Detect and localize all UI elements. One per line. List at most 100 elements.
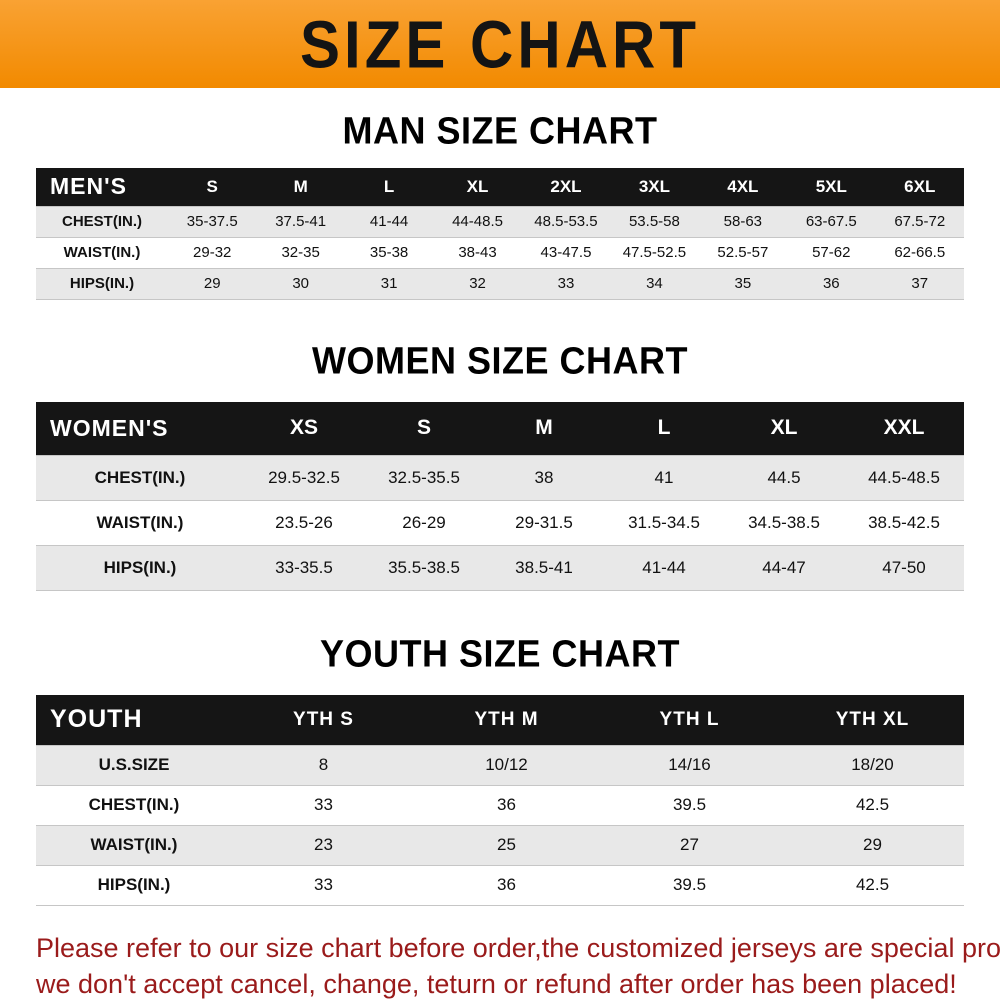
size-value: 35-37.5 xyxy=(168,205,257,237)
size-value: 47-50 xyxy=(844,545,964,591)
column-header: 5XL xyxy=(787,168,876,206)
size-value: 8 xyxy=(232,744,415,785)
size-value: 37 xyxy=(875,267,964,300)
men-section: MAN SIZE CHART MEN'S S M L XL 2XL 3XL 4XL 5XL 6XL… xyxy=(0,109,1000,300)
size-value: 53.5-58 xyxy=(610,205,699,237)
table-title: MEN'S xyxy=(36,168,168,206)
men-size-table: MEN'S S M L XL 2XL 3XL 4XL 5XL 6XL CHEST(IN.) 35-37… xyxy=(36,168,964,300)
size-value: 62-66.5 xyxy=(875,236,964,268)
row-label: HIPS(IN.) xyxy=(36,545,244,591)
row-label: CHEST(IN.) xyxy=(36,205,168,237)
row-label: WAIST(IN.) xyxy=(36,500,244,546)
size-value: 42.5 xyxy=(781,864,964,906)
size-value: 25 xyxy=(415,824,598,865)
table-row: WAIST(IN.) 29-32 32-35 35-38 38-43 43-47.5 47.… xyxy=(36,236,964,268)
column-header: 2XL xyxy=(521,168,611,206)
size-value: 44.5-48.5 xyxy=(844,455,964,501)
note-line-1: Please refer to our size chart before or… xyxy=(36,932,1000,963)
banner: SIZE CHART xyxy=(0,0,1000,88)
table-header-row: WOMEN'S XS S M L XL XXL xyxy=(36,401,964,456)
row-label: WAIST(IN.) xyxy=(36,236,168,268)
size-value: 33-35.5 xyxy=(244,545,364,591)
size-value: 47.5-52.5 xyxy=(610,236,699,268)
column-header: S xyxy=(168,168,257,206)
size-value: 29 xyxy=(168,267,257,300)
size-value: 38.5-41 xyxy=(484,545,604,591)
size-value: 29 xyxy=(781,824,964,865)
column-header: M xyxy=(256,168,345,206)
column-header: XXL xyxy=(844,401,964,456)
column-header: YTH XL xyxy=(781,695,964,745)
size-value: 36 xyxy=(415,784,598,825)
size-value: 10/12 xyxy=(415,744,598,785)
women-size-table: WOMEN'S XS S M L XL XXL CHEST(IN.) 29.5-32.5 32.5… xyxy=(36,401,964,591)
size-value: 38 xyxy=(484,455,604,501)
size-value: 31.5-34.5 xyxy=(604,500,724,546)
column-header: YTH M xyxy=(415,695,598,745)
size-value: 23.5-26 xyxy=(244,500,364,546)
youth-size-table: YOUTH YTH S YTH M YTH L YTH XL U.S.SIZE 8 10/12… xyxy=(36,695,964,906)
size-value: 26-29 xyxy=(364,500,484,546)
size-value: 39.5 xyxy=(598,864,781,906)
table-title: WOMEN'S xyxy=(36,401,244,456)
column-header: YTH L xyxy=(598,695,781,745)
size-value: 36 xyxy=(415,864,598,906)
size-value: 32-35 xyxy=(256,236,345,268)
youth-section: YOUTH SIZE CHART YOUTH YTH S YTH M YTH L YTH… xyxy=(0,632,1000,906)
size-value: 32.5-35.5 xyxy=(364,455,484,501)
size-value: 35.5-38.5 xyxy=(364,545,484,591)
size-value: 32 xyxy=(433,267,522,300)
row-label: WAIST(IN.) xyxy=(36,824,232,865)
table-row: HIPS(IN.) 29 30 31 32 33 34 35 36 37 xyxy=(36,267,964,300)
women-section-heading: WOMEN SIZE CHART xyxy=(312,338,688,382)
size-value: 41-44 xyxy=(344,205,434,237)
size-value: 58-63 xyxy=(698,205,788,237)
row-label: CHEST(IN.) xyxy=(36,455,244,501)
size-value: 33 xyxy=(232,784,415,825)
women-section: WOMEN SIZE CHART WOMEN'S XS S M L XL XXL CHEST(… xyxy=(0,338,1000,591)
column-header: 6XL xyxy=(875,168,964,206)
size-value: 39.5 xyxy=(598,784,781,825)
row-label: HIPS(IN.) xyxy=(36,267,168,300)
size-value: 14/16 xyxy=(598,744,781,785)
row-label: HIPS(IN.) xyxy=(36,864,232,906)
note-line-2: we don't accept cancel, change, teturn o… xyxy=(36,968,957,999)
size-value: 37.5-41 xyxy=(256,205,345,237)
size-value: 18/20 xyxy=(781,744,964,785)
size-value: 33 xyxy=(232,864,415,906)
size-value: 29-32 xyxy=(168,236,257,268)
size-value: 43-47.5 xyxy=(521,236,611,268)
size-value: 42.5 xyxy=(781,784,964,825)
size-value: 34.5-38.5 xyxy=(724,500,844,546)
table-row: HIPS(IN.) 33 36 39.5 42.5 xyxy=(36,864,964,906)
page-title: SIZE CHART xyxy=(300,6,700,82)
table-row: WAIST(IN.) 23 25 27 29 xyxy=(36,824,964,865)
column-header: M xyxy=(484,401,604,456)
column-header: L xyxy=(604,401,724,456)
column-header: 4XL xyxy=(698,168,788,206)
table-header-row: MEN'S S M L XL 2XL 3XL 4XL 5XL 6XL xyxy=(36,168,964,206)
size-value: 36 xyxy=(787,267,876,300)
size-value: 38-43 xyxy=(433,236,522,268)
size-value: 29.5-32.5 xyxy=(244,455,364,501)
table-row: CHEST(IN.) 33 36 39.5 42.5 xyxy=(36,784,964,825)
size-value: 63-67.5 xyxy=(787,205,876,237)
column-header: 3XL xyxy=(610,168,699,206)
table-title: YOUTH xyxy=(36,695,232,745)
size-value: 44.5 xyxy=(724,455,844,501)
column-header: S xyxy=(364,401,484,456)
table-row: HIPS(IN.) 33-35.5 35.5-38.5 38.5-41 41-44 44-… xyxy=(36,545,964,591)
size-value: 23 xyxy=(232,824,415,865)
footer-note: Please refer to our size chart before or… xyxy=(36,930,1000,1000)
column-header: XL xyxy=(724,401,844,456)
size-value: 33 xyxy=(521,267,611,300)
table-row: U.S.SIZE 8 10/12 14/16 18/20 xyxy=(36,744,964,785)
size-value: 27 xyxy=(598,824,781,865)
size-value: 52.5-57 xyxy=(698,236,788,268)
table-row: WAIST(IN.) 23.5-26 26-29 29-31.5 31.5-34.5 34… xyxy=(36,500,964,546)
column-header: XL xyxy=(433,168,522,206)
size-value: 29-31.5 xyxy=(484,500,604,546)
size-value: 34 xyxy=(610,267,699,300)
column-header: L xyxy=(344,168,434,206)
